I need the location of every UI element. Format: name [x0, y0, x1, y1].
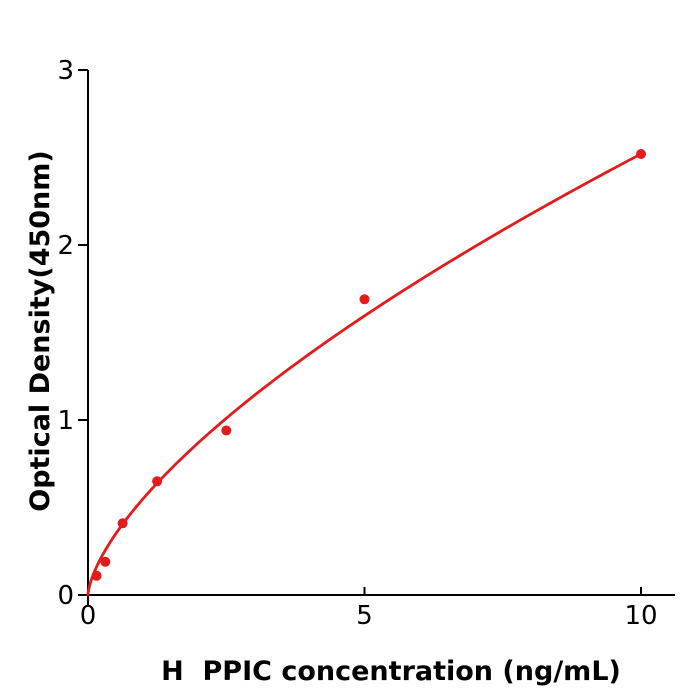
fit-curve-line	[86, 152, 643, 597]
x-tick-label: 0	[80, 601, 97, 631]
y-tick-label: 3	[57, 56, 74, 86]
x-axis-title: H PPIC concentration (ng/mL)	[161, 656, 621, 687]
data-point	[100, 556, 111, 567]
data-point	[359, 294, 370, 305]
y-axis-title: Optical Density(450nm)	[25, 150, 56, 512]
data-points	[91, 149, 646, 581]
y-axis-ticks: 0 1 2 3	[57, 56, 88, 611]
x-tick-label: 10	[624, 601, 657, 631]
data-point	[636, 149, 646, 159]
y-tick-label: 2	[57, 231, 74, 261]
data-point	[91, 570, 102, 581]
y-tick-label: 1	[57, 406, 74, 436]
data-point	[152, 476, 163, 487]
x-axis-ticks: 0 5 10	[80, 587, 658, 631]
x-tick-label: 5	[356, 601, 373, 631]
y-tick-label: 0	[57, 581, 74, 611]
data-point	[221, 425, 232, 436]
data-point	[117, 518, 128, 529]
